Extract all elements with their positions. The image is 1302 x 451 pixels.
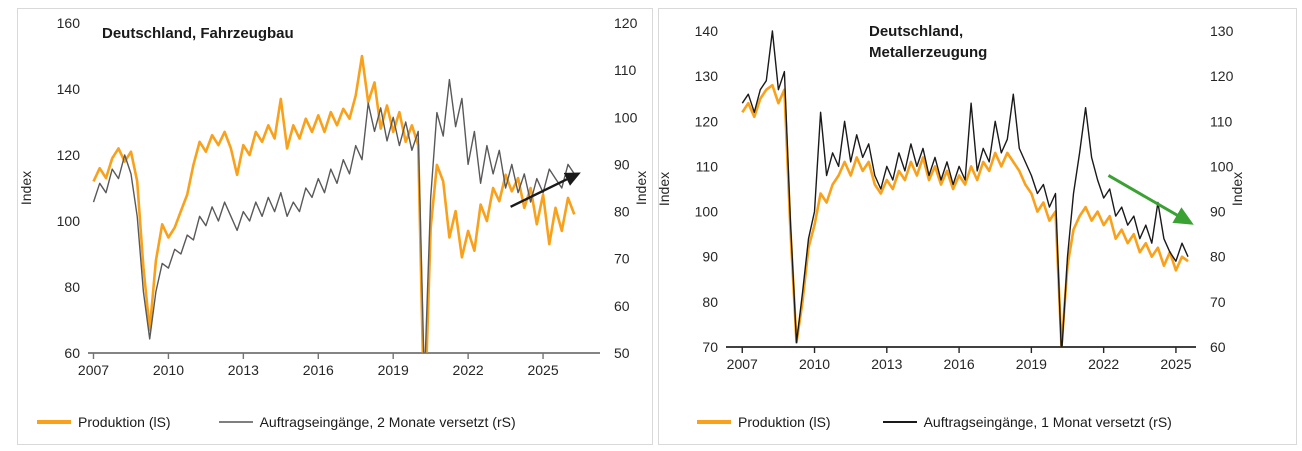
- trend-arrow-up: [510, 172, 581, 208]
- chart-title-line: Deutschland, Fahrzeugbau: [102, 25, 294, 42]
- y-tick-label-right: 110: [1210, 113, 1233, 129]
- metallerzeugung-plot: 2007 2010 2013 2016 2019 2022 2025 140 130 120 110…: [659, 23, 1245, 372]
- y-tick-label-right: 120: [1210, 68, 1234, 84]
- y-axis-title-left: Index: [18, 171, 34, 205]
- y-tick-label-right: 70: [614, 251, 630, 267]
- y-tick-label-right: 50: [614, 345, 630, 361]
- right-axis-labels: 130 120 110 100 90 80 70 60: [1210, 23, 1234, 355]
- y-tick-label-left: 130: [695, 68, 719, 84]
- y-tick-label-left: 80: [64, 279, 80, 295]
- y-axis-title-right: Index: [633, 171, 649, 205]
- y-tick-label-left: 140: [695, 23, 719, 39]
- x-axis: 2007 2010 2013 2016 2019 2022 2025: [78, 352, 600, 378]
- legend-item-auftragseingaenge: Auftragseingänge, 1 Monat versetzt (rS): [882, 414, 1172, 430]
- x-axis: 2007 2010 2013 2016 2019 2022 2025: [726, 346, 1196, 372]
- legend-label: Produktion (lS): [738, 414, 831, 430]
- x-tick-label: 2016: [303, 362, 334, 378]
- y-tick-label-right: 100: [614, 109, 638, 125]
- y-tick-label-right: 80: [1210, 249, 1226, 265]
- x-tick-label: 2019: [378, 362, 409, 378]
- fahrzeugbau-chart-title: Deutschland, Fahrzeugbau: [102, 23, 294, 44]
- x-tick-label: 2016: [944, 356, 975, 372]
- y-tick-label-left: 90: [702, 249, 718, 265]
- y-tick-label-right: 130: [1210, 23, 1234, 39]
- y-tick-label-left: 120: [695, 113, 719, 129]
- x-tick-label: 2013: [871, 356, 902, 372]
- y-tick-label-left: 110: [696, 158, 719, 174]
- legend-item-produktion: Produktion (lS): [697, 414, 831, 430]
- y-tick-label-left: 100: [57, 213, 81, 229]
- produktion-line: [741, 83, 1189, 347]
- x-tick-label: 2019: [1016, 356, 1047, 372]
- auftragseingaenge-line: [92, 78, 575, 353]
- y-tick-label-left: 120: [57, 147, 81, 163]
- y-tick-label-left: 100: [695, 204, 719, 220]
- x-tick-label: 2022: [453, 362, 484, 378]
- chart-title-line: Metallerzeugung: [869, 44, 988, 61]
- chart-title-line: Deutschland,: [869, 23, 964, 40]
- legend-label: Produktion (lS): [78, 414, 171, 430]
- metallerzeugung-legend: Produktion (lS) Auftragseingänge, 1 Mona…: [659, 408, 1296, 436]
- fahrzeugbau-plot: 2007 2010 2013 2016 2019 2022 2025 160 140 120 100…: [18, 15, 649, 378]
- y-tick-label-right: 120: [614, 15, 638, 31]
- y-tick-label-right: 90: [1210, 204, 1226, 220]
- x-tick-label: 2025: [1160, 356, 1191, 372]
- legend-item-produktion: Produktion (lS): [37, 414, 171, 430]
- x-tick-label: 2010: [799, 356, 830, 372]
- y-tick-label-right: 70: [1210, 294, 1226, 310]
- metallerzeugung-chart-title: Deutschland, Metallerzeugung: [869, 21, 987, 63]
- legend-label: Auftragseingänge, 2 Monate versetzt (rS): [259, 414, 516, 430]
- produktion-legend-swatch: [37, 420, 71, 424]
- trend-arrow-down: [1107, 174, 1194, 225]
- y-tick-label-left: 60: [64, 345, 80, 361]
- auftragseingaenge-legend-swatch: [218, 421, 253, 423]
- y-tick-label-right: 90: [614, 156, 630, 172]
- y-tick-label-left: 80: [702, 294, 718, 310]
- y-tick-label-left: 160: [57, 15, 81, 31]
- x-tick-label: 2013: [228, 362, 259, 378]
- y-tick-label-left: 140: [57, 81, 81, 97]
- x-tick-label: 2022: [1088, 356, 1119, 372]
- fahrzeugbau-legend: Produktion (lS) Auftragseingänge, 2 Mona…: [18, 408, 652, 436]
- x-tick-label: 2007: [727, 356, 758, 372]
- y-tick-label-right: 60: [1210, 339, 1226, 355]
- x-tick-label: 2025: [527, 362, 558, 378]
- x-tick-label: 2007: [78, 362, 109, 378]
- left-axis-labels: 140 130 120 110 100 90 80 70: [695, 23, 719, 355]
- legend-item-auftragseingaenge: Auftragseingänge, 2 Monate versetzt (rS): [218, 414, 516, 430]
- left-axis-labels: 160 140 120 100 80 60: [57, 15, 81, 361]
- produktion-line: [92, 54, 576, 353]
- metallerzeugung-chart-panel: 2007 2010 2013 2016 2019 2022 2025 140 130 120 110…: [658, 8, 1297, 445]
- legend-label: Auftragseingänge, 1 Monat versetzt (rS): [923, 414, 1172, 430]
- right-axis-labels: 120 110 100 90 80 70 60 50: [614, 15, 638, 361]
- produktion-legend-swatch: [697, 420, 731, 424]
- x-tick-label: 2010: [153, 362, 184, 378]
- y-tick-label-left: 70: [702, 339, 718, 355]
- y-tick-label-right: 80: [614, 204, 630, 220]
- auftragseingaenge-line: [741, 30, 1189, 347]
- y-tick-label-right: 60: [614, 298, 630, 314]
- y-axis-title-right: Index: [1229, 172, 1245, 206]
- y-axis-title-left: Index: [659, 172, 672, 206]
- auftragseingaenge-legend-swatch: [882, 421, 917, 423]
- y-tick-label-right: 100: [1210, 158, 1234, 174]
- fahrzeugbau-chart-panel: 2007 2010 2013 2016 2019 2022 2025 160 140 120 100…: [17, 8, 653, 445]
- y-tick-label-right: 110: [614, 62, 637, 78]
